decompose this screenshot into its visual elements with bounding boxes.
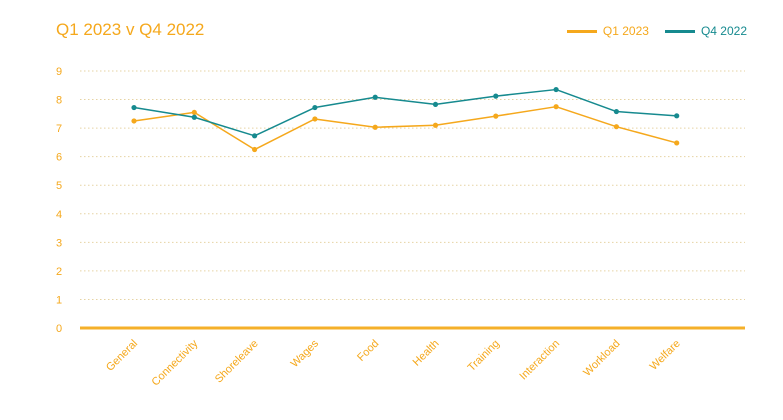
point-q1-2023-health [432,122,439,128]
legend-label-q1-2023: Q1 2023 [602,24,649,38]
x-tick-label-interaction: Interaction [517,338,562,383]
point-q4-2022-interaction [553,86,559,93]
point-q1-2023-wages [312,116,318,122]
y-tick-label-7: 7 [56,123,62,135]
point-q1-2023-interaction [553,104,559,110]
y-tick-label-5: 5 [56,180,62,192]
point-q4-2022-health [432,101,439,108]
point-q1-2023-welfare [674,140,680,146]
legend-swatch-q1-2023 [566,29,597,33]
point-q1-2023-shoreleave [252,146,258,153]
series-line-q4-2022 [133,88,677,137]
y-tick-label-6: 6 [56,152,62,164]
x-tick-label-wages: Wages [289,337,322,370]
legend-swatch-q4-2022 [664,29,695,33]
x-tick-label-shoreleave: Shoreleave [213,338,261,386]
point-q4-2022-connectivity [191,114,197,120]
legend: Q1 2023 Q4 2022 [566,24,747,38]
point-q4-2022-training [493,93,499,99]
x-tick-label-general: General [104,338,140,374]
point-q1-2023-food [372,124,378,130]
point-q4-2022-welfare [674,113,680,119]
series-line-q1-2023 [133,105,677,151]
chart-title: Q1 2023 v Q4 2022 [56,20,205,39]
point-q1-2023-connectivity [191,109,197,116]
point-q4-2022-wages [312,104,318,111]
point-q4-2022-general [131,104,137,111]
x-tick-label-food: Food [355,338,381,364]
x-tick-label-connectivity: Connectivity [150,337,201,388]
point-q1-2023-general [131,118,137,124]
point-q4-2022-food [372,94,378,100]
y-tick-label-0: 0 [56,323,62,335]
legend-label-q4-2022: Q4 2022 [700,24,747,38]
x-tick-label-training: Training [466,338,502,374]
point-q4-2022-shoreleave [252,133,258,139]
y-tick-label-1: 1 [56,294,62,306]
point-q4-2022-workload [613,108,620,115]
x-tick-label-health: Health [411,338,442,369]
y-tick-label-2: 2 [56,266,62,278]
legend-item-q4-2022: Q4 2022 [664,24,747,38]
y-tick-label-3: 3 [56,237,62,249]
x-tick-label-welfare: Welfare [648,338,683,373]
point-q1-2023-training [493,113,499,119]
y-tick-label-4: 4 [56,209,62,221]
y-tick-label-9: 9 [56,66,62,78]
x-tick-label-workload: Workload [581,338,622,379]
point-q1-2023-workload [613,124,620,130]
y-tick-label-8: 8 [56,95,62,107]
legend-item-q1-2023: Q1 2023 [566,24,649,38]
